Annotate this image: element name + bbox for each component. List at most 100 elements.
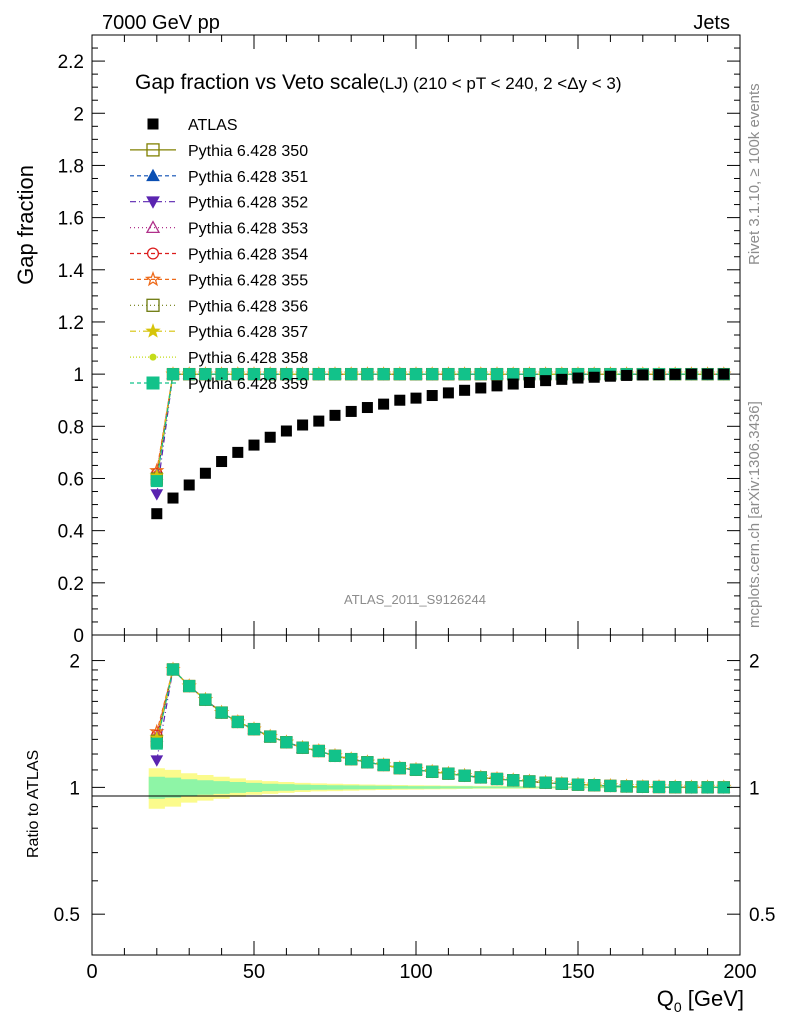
ratio-data-point: [345, 753, 358, 766]
chart-subtitle: (LJ) (210 < pT < 240, 2 <Δy < 3): [379, 74, 622, 93]
atlas-data-point: [297, 419, 309, 431]
mc-data-point: [183, 368, 196, 381]
legend-label: Pythia 6.428 357: [188, 324, 308, 341]
atlas-data-point: [232, 446, 244, 458]
atlas-data-point: [216, 456, 228, 468]
atlas-data-point: [702, 368, 714, 380]
ratio-data-point: [361, 756, 374, 769]
main-y-tick-label: 0.2: [58, 574, 84, 595]
atlas-data-point: [183, 479, 195, 491]
atlas-data-point: [718, 368, 730, 380]
legend-marker: [146, 143, 160, 157]
ratio-series-line: [156, 668, 724, 789]
atlas-data-point: [685, 368, 697, 380]
legend-label: Pythia 6.428 352: [188, 195, 308, 212]
atlas-data-point: [345, 405, 357, 417]
chart-title-main: Gap fraction vs Veto scale: [135, 71, 379, 94]
ratio-panel: 0.5 0.5 1 1 2 2 0 50 100 150 200 Ratio to ATLAS Q…: [25, 634, 776, 1015]
uncertainty-band: [148, 768, 732, 809]
ratio-data-point: [329, 749, 341, 762]
atlas-data-point: [313, 415, 325, 427]
ratio-data-point: [474, 771, 487, 784]
atlas-data-point: [637, 369, 649, 381]
mc-data-point: [442, 368, 455, 381]
mc-data-point: [361, 368, 374, 381]
main-y-tick-label: 1.2: [58, 313, 84, 334]
mc-data-point: [410, 368, 422, 381]
mc-data-point: [280, 368, 293, 381]
mc-data-point: [150, 489, 164, 501]
mc-data-point: [458, 368, 471, 381]
legend-label: ATLAS: [188, 117, 238, 134]
x-tick-label: 50: [243, 961, 265, 983]
ratio-series-group: [149, 661, 732, 794]
ratio-series-line: [156, 668, 724, 789]
main-y-tick-label: 0.8: [58, 417, 84, 438]
legend-marker: [147, 118, 159, 130]
mc-data-point: [199, 368, 212, 381]
atlas-data-point: [669, 368, 681, 380]
atlas-data-point: [442, 387, 454, 399]
ratio-data-point: [199, 693, 212, 706]
mc-data-point: [345, 368, 358, 381]
atlas-data-point: [540, 375, 552, 387]
ratio-data-point: [555, 777, 568, 790]
atlas-data-point: [378, 398, 390, 410]
legend-marker: [146, 196, 160, 209]
x-tick-label: 200: [723, 961, 756, 983]
mc-data-point: [393, 368, 406, 381]
mcplots-label: mcplots.cern.ch [arXiv:1306.3436]: [746, 401, 763, 628]
ratio-y-axis: 0.5 0.5 1 1 2 2: [54, 652, 776, 927]
main-y-tick-label: 0.4: [58, 522, 85, 543]
ratio-data-point: [523, 775, 536, 788]
main-y-tick-label: 1.6: [58, 209, 84, 230]
ratio-data-point: [183, 680, 196, 693]
atlas-data-point: [264, 431, 276, 443]
analysis-label: ATLAS_2011_S9126244: [344, 592, 486, 607]
atlas-data-point: [621, 369, 633, 381]
ratio-data-point: [215, 706, 228, 719]
legend-label: Pythia 6.428 355: [188, 272, 308, 289]
chart-title: Gap fraction vs Veto scale(LJ) (210 < pT…: [135, 71, 622, 94]
ratio-series-line: [156, 668, 724, 789]
main-panel: 0 0.2 0.4 0.6 0.8 1 1.2 1.4 1.6 1.8 2 2.2 Gap fract…: [13, 34, 741, 647]
atlas-data-point: [572, 372, 584, 384]
ratio-data-point: [491, 772, 503, 785]
ratio-data-point: [280, 736, 293, 749]
ratio-data-point: [653, 781, 665, 794]
legend-marker: [146, 298, 160, 312]
atlas-data-point: [459, 384, 471, 396]
ratio-data-point: [588, 779, 601, 792]
atlas-data-point: [248, 439, 260, 451]
atlas-data-point: [329, 409, 341, 421]
ratio-data-point: [410, 763, 422, 776]
ratio-data-point: [377, 759, 390, 772]
main-y-tick-label: 1.8: [58, 156, 84, 177]
atlas-data-point: [199, 467, 211, 479]
legend-label: Pythia 6.428 359: [188, 376, 308, 393]
legend-label: Pythia 6.428 354: [188, 247, 308, 264]
atlas-data-point: [280, 425, 292, 437]
ratio-data-point: [426, 765, 439, 778]
main-y-tick-label: 0: [73, 626, 84, 647]
ratio-y-tick-label-right: 1: [749, 778, 760, 799]
main-y-tick-label: 0.6: [58, 469, 84, 490]
atlas-data-point: [426, 390, 438, 402]
x-tick-label: 0: [86, 961, 97, 983]
mc-data-point: [426, 368, 439, 381]
ratio-series-line: [156, 668, 724, 789]
mc-data-point: [215, 368, 228, 381]
legend-marker: [145, 220, 161, 234]
ratio-data-point: [572, 778, 584, 791]
ratio-y-tick-label-right: 0.5: [749, 905, 775, 926]
ratio-data-point: [507, 774, 520, 787]
ratio-data-point: [150, 737, 163, 750]
mc-data-point: [507, 368, 520, 381]
ratio-y-tick-label: 2: [69, 652, 80, 673]
ratio-data-point: [296, 741, 309, 754]
ratio-data-point: [442, 767, 455, 780]
x-axis-label-main: Q: [657, 986, 674, 1011]
ratio-data-point: [393, 762, 406, 775]
atlas-data-point: [167, 492, 179, 504]
